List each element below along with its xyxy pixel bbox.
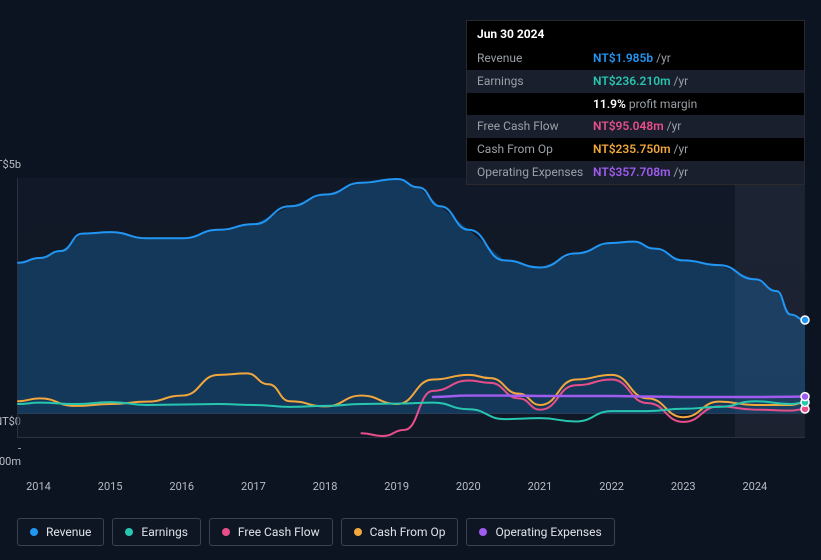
legend-item[interactable]: Revenue <box>17 518 104 546</box>
x-tick-label: 2024 <box>742 480 767 493</box>
tooltip-row: 11.9%profit margin <box>467 93 804 116</box>
legend-label: Free Cash Flow <box>238 525 320 539</box>
data-tooltip: Jun 30 2024 RevenueNT$1.985b/yrEarningsN… <box>466 20 805 185</box>
tooltip-metric-label: Cash From Op <box>477 141 593 158</box>
tooltip-metric-unit: profit margin <box>629 96 697 113</box>
x-tick-label: 2018 <box>313 480 338 493</box>
legend-dot-icon <box>479 528 487 536</box>
tooltip-metric-unit: /yr <box>674 141 689 158</box>
tooltip-metric-value: 11.9% <box>593 96 626 113</box>
tooltip-row: EarningsNT$236.210m/yr <box>467 70 804 93</box>
legend-item[interactable]: Operating Expenses <box>466 518 614 546</box>
legend: Revenue Earnings Free Cash Flow Cash From O… <box>17 518 615 546</box>
tooltip-metric-unit: /yr <box>667 118 682 135</box>
x-tick-label: 2020 <box>456 480 481 493</box>
tooltip-row: RevenueNT$1.985b/yr <box>467 47 804 70</box>
x-tick-label: 2019 <box>384 480 409 493</box>
legend-label: Revenue <box>46 525 91 539</box>
legend-item[interactable]: Free Cash Flow <box>209 518 333 546</box>
legend-item[interactable]: Cash From Op <box>341 518 459 546</box>
financials-chart: NT$5b NT$0 -NT$500m <box>17 160 805 480</box>
tooltip-metric-unit: /yr <box>674 164 689 181</box>
legend-dot-icon <box>30 528 38 536</box>
x-axis: 2014 2015 2016 2017 2018 2019 2020 2021 2022 2023… <box>17 480 805 500</box>
tooltip-metric-value: NT$236.210m <box>593 73 671 90</box>
y-tick-label: NT$5b <box>0 158 21 171</box>
tooltip-metric-value: NT$95.048m <box>593 118 664 135</box>
tooltip-metric-unit: /yr <box>656 50 671 67</box>
tooltip-metric-value: NT$357.708m <box>593 164 671 181</box>
tooltip-metric-label: Operating Expenses <box>477 164 593 181</box>
x-tick-label: 2021 <box>528 480 553 493</box>
legend-label: Earnings <box>141 525 188 539</box>
tooltip-metric-unit: /yr <box>674 73 689 90</box>
x-tick-label: 2016 <box>169 480 194 493</box>
plot-svg <box>18 178 805 437</box>
legend-dot-icon <box>354 528 362 536</box>
tooltip-metric-label: Revenue <box>477 50 593 67</box>
legend-item[interactable]: Earnings <box>112 518 201 546</box>
x-tick-label: 2017 <box>241 480 266 493</box>
plot-area[interactable] <box>17 178 805 438</box>
legend-label: Cash From Op <box>370 525 446 539</box>
x-tick-label: 2023 <box>671 480 696 493</box>
legend-label: Operating Expenses <box>495 525 601 539</box>
legend-dot-icon <box>125 528 133 536</box>
tooltip-row: Operating ExpensesNT$357.708m/yr <box>467 161 804 184</box>
tooltip-metric-label: Free Cash Flow <box>477 118 593 135</box>
tooltip-metric-label: Earnings <box>477 73 593 90</box>
y-tick-label: -NT$500m <box>0 442 21 468</box>
tooltip-row: Free Cash FlowNT$95.048m/yr <box>467 115 804 138</box>
tooltip-metric-value: NT$1.985b <box>593 50 653 67</box>
legend-dot-icon <box>222 528 230 536</box>
x-tick-label: 2015 <box>98 480 123 493</box>
x-tick-label: 2022 <box>599 480 624 493</box>
tooltip-metric-value: NT$235.750m <box>593 141 671 158</box>
tooltip-metric-label <box>477 96 593 113</box>
tooltip-date: Jun 30 2024 <box>467 21 804 47</box>
tooltip-row: Cash From OpNT$235.750m/yr <box>467 138 804 161</box>
x-tick-label: 2014 <box>26 480 51 493</box>
